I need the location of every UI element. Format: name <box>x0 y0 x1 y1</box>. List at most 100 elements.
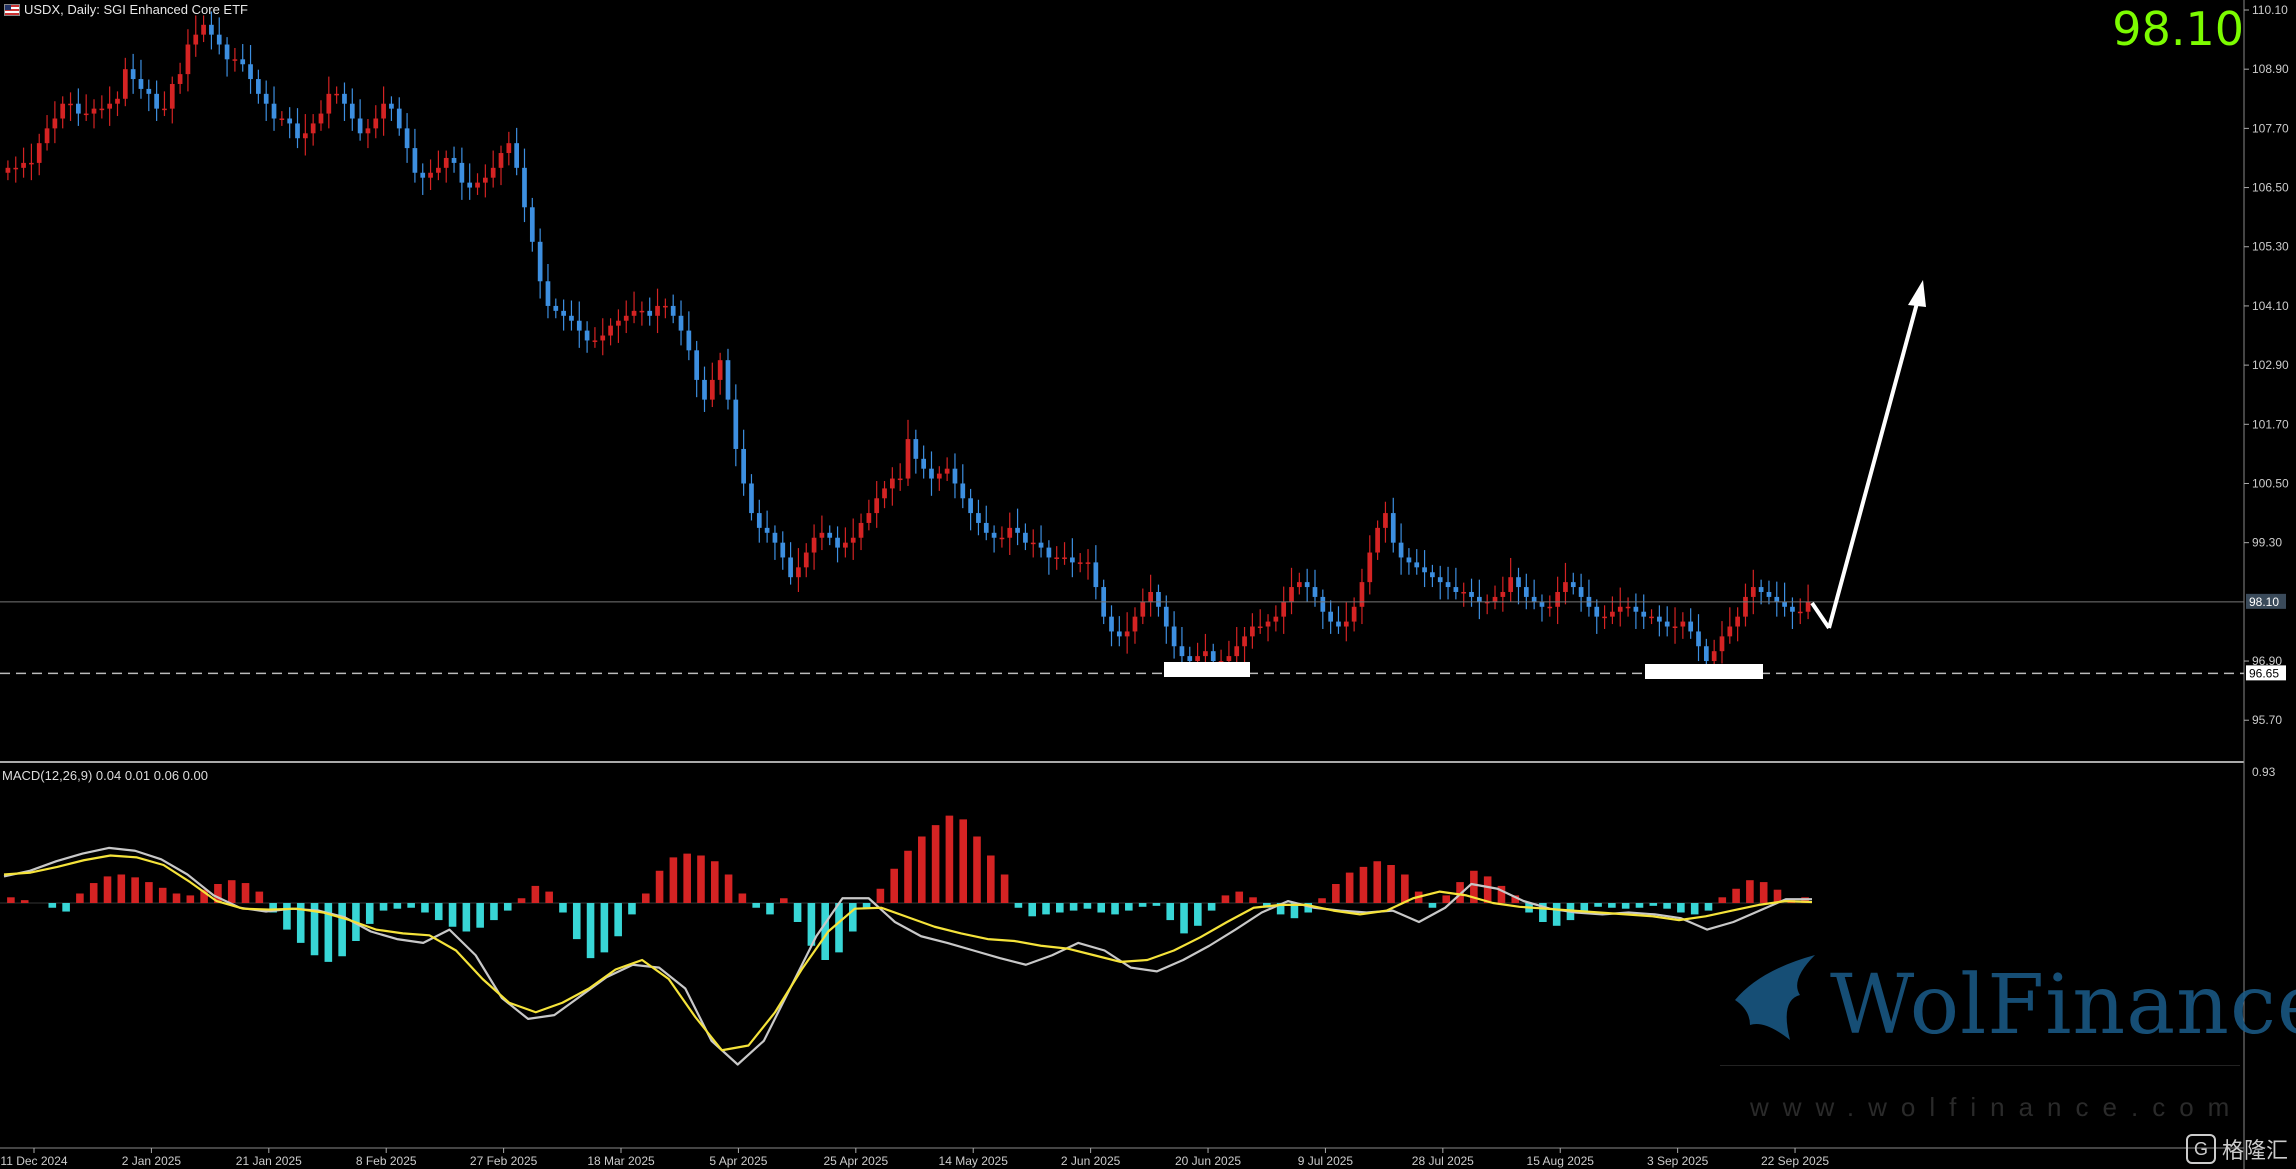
candle <box>154 80 159 121</box>
candle <box>561 299 566 331</box>
candle-body <box>1719 636 1725 652</box>
candle-body <box>91 108 97 114</box>
chart-header: USDX, Daily: SGI Enhanced Core ETF <box>0 0 252 19</box>
candle-body <box>381 103 386 119</box>
candle <box>1320 589 1326 629</box>
candle <box>889 467 895 506</box>
candle <box>1296 572 1302 595</box>
candle-body <box>1320 596 1326 612</box>
candle <box>5 160 11 181</box>
candle-body <box>1782 601 1787 607</box>
candle <box>1367 535 1373 595</box>
candle-body <box>921 458 927 469</box>
candle-body <box>1187 656 1193 662</box>
candle <box>1758 579 1764 605</box>
candle <box>146 79 152 112</box>
candle <box>827 525 833 546</box>
candle-body <box>913 439 919 459</box>
y-tick-label: 102.90 <box>2252 358 2289 372</box>
candle-body <box>1641 611 1647 617</box>
candle-body <box>162 108 167 111</box>
candle-body <box>263 93 269 104</box>
candle <box>1719 621 1725 664</box>
candle <box>1782 582 1787 617</box>
candle-body <box>522 167 527 208</box>
candle <box>1289 567 1294 615</box>
candle-body <box>287 118 293 124</box>
candle-body <box>1109 616 1114 632</box>
candle <box>248 45 253 94</box>
bottom-marker-1 <box>1164 662 1250 677</box>
candle <box>428 159 433 191</box>
candle-body <box>796 567 801 578</box>
candle <box>29 143 34 181</box>
candle <box>882 481 887 509</box>
candle-body <box>999 537 1005 540</box>
candle <box>1406 548 1412 575</box>
candle <box>1023 523 1028 551</box>
candle <box>232 47 238 72</box>
candle-body <box>76 103 81 114</box>
candle-body <box>122 69 128 99</box>
candle-body <box>1383 513 1388 528</box>
candle-body <box>365 128 371 134</box>
candle <box>764 510 770 543</box>
candle-body <box>600 335 606 341</box>
candle <box>1610 596 1615 625</box>
candle <box>209 11 214 50</box>
candle-body <box>1398 542 1404 558</box>
candle-body <box>52 118 58 129</box>
candle-body <box>1406 557 1412 563</box>
candle-body <box>1148 591 1153 602</box>
candle-body <box>5 167 11 173</box>
candle-body <box>130 69 136 80</box>
y-tick-label: 108.90 <box>2252 62 2289 76</box>
candle <box>960 464 966 509</box>
candle <box>639 301 645 326</box>
candle <box>1633 593 1639 629</box>
price-label: 98.10 <box>2249 595 2279 609</box>
candle <box>850 518 856 560</box>
candle <box>733 384 739 467</box>
candle-body <box>725 360 731 400</box>
candle <box>1179 627 1185 664</box>
candle <box>1140 588 1146 625</box>
candle-body <box>1602 616 1607 619</box>
x-tick-label: 5 Apr 2025 <box>709 1154 767 1168</box>
candle <box>968 488 973 531</box>
candle-body <box>1296 582 1302 588</box>
candle-body <box>1038 542 1044 548</box>
candle <box>749 474 754 521</box>
candle-body <box>295 123 300 139</box>
candle-body <box>584 330 590 341</box>
candle-body <box>36 143 42 163</box>
candle-body <box>240 59 246 65</box>
candle <box>1265 614 1271 642</box>
candle <box>702 366 707 412</box>
y-tick-label: 100.50 <box>2252 476 2289 490</box>
candle-body <box>811 537 817 553</box>
candle-body <box>201 24 206 35</box>
candle <box>279 111 285 126</box>
candle-body <box>952 468 958 484</box>
candle-body <box>889 478 895 489</box>
candle-body <box>694 350 700 380</box>
candle <box>1132 607 1138 644</box>
candle <box>342 82 347 121</box>
candle-body <box>1265 621 1271 627</box>
y-tick-label: 105.30 <box>2252 240 2289 254</box>
candle-body <box>1578 587 1584 597</box>
candle-body <box>929 468 934 479</box>
candle-body <box>1046 547 1052 558</box>
candle <box>796 548 801 592</box>
candle <box>686 311 692 361</box>
candle-body <box>749 483 754 514</box>
candle <box>1281 586 1287 634</box>
candle <box>678 300 684 346</box>
candle-body <box>68 103 73 106</box>
x-tick-label: 3 Sep 2025 <box>1647 1154 1709 1168</box>
candle <box>1085 549 1091 580</box>
candle <box>1351 597 1357 632</box>
candle-body <box>420 172 426 178</box>
